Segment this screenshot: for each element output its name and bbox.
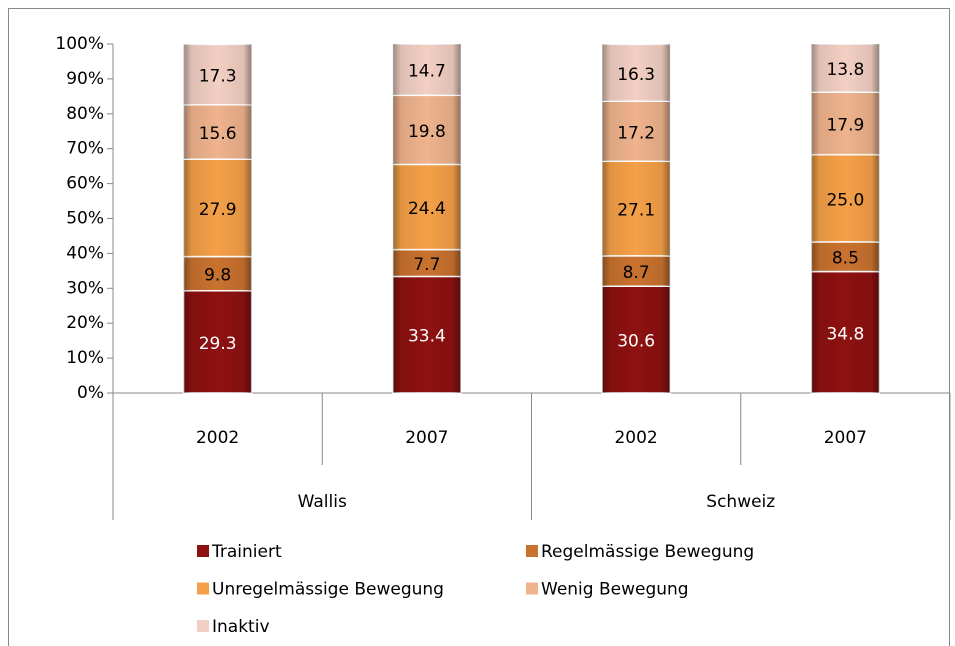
data-label: 19.8: [408, 122, 446, 142]
x-tick-label: 2007: [824, 428, 867, 448]
data-label: 25.0: [826, 190, 864, 210]
legend-label: Regelmässige Bewegung: [541, 542, 754, 562]
data-label: 34.8: [826, 324, 864, 344]
data-label: 8.7: [623, 263, 650, 283]
y-tick-label: 10%: [66, 348, 104, 368]
y-tick-label: 40%: [66, 243, 104, 263]
y-tick-label: 70%: [66, 139, 104, 159]
legend-label: Trainiert: [211, 542, 282, 562]
y-tick-label: 0%: [77, 383, 104, 403]
chart-frame: [8, 8, 950, 646]
y-tick-label: 30%: [66, 278, 104, 298]
x-tick-label: 2002: [614, 428, 657, 448]
x-tick-label: 2002: [196, 428, 239, 448]
data-label: 24.4: [408, 199, 446, 219]
x-tick-label: 2007: [405, 428, 448, 448]
y-tick-label: 20%: [66, 313, 104, 333]
data-label: 9.8: [204, 266, 231, 286]
data-label: 27.9: [199, 200, 237, 220]
legend-swatch: [197, 545, 209, 557]
legend-label: Unregelmässige Bewegung: [212, 580, 444, 600]
data-label: 14.7: [408, 62, 446, 82]
y-tick-label: 80%: [66, 104, 104, 124]
data-label: 29.3: [199, 334, 237, 354]
y-tick-label: 100%: [55, 34, 104, 54]
data-label: 17.3: [199, 67, 237, 87]
legend-swatch: [197, 582, 209, 595]
data-label: 30.6: [617, 332, 655, 352]
group-label: Schweiz: [706, 492, 775, 512]
y-tick-label: 90%: [66, 69, 104, 89]
legend-swatch: [526, 545, 538, 557]
data-label: 8.5: [832, 249, 859, 269]
y-tick-label: 60%: [66, 174, 104, 194]
data-label: 13.8: [826, 60, 864, 80]
data-label: 15.6: [199, 124, 237, 144]
y-tick-label: 50%: [66, 209, 104, 229]
data-label: 7.7: [413, 255, 440, 275]
data-label: 27.1: [617, 201, 655, 221]
legend-label: Inaktiv: [212, 617, 270, 637]
group-label: Wallis: [298, 492, 347, 512]
legend-swatch: [197, 620, 209, 632]
data-label: 33.4: [408, 327, 446, 347]
data-label: 16.3: [617, 65, 655, 85]
legend-swatch: [526, 582, 538, 595]
data-label: 17.2: [617, 123, 655, 143]
legend-label: Wenig Bewegung: [541, 580, 689, 600]
data-label: 17.9: [826, 115, 864, 135]
